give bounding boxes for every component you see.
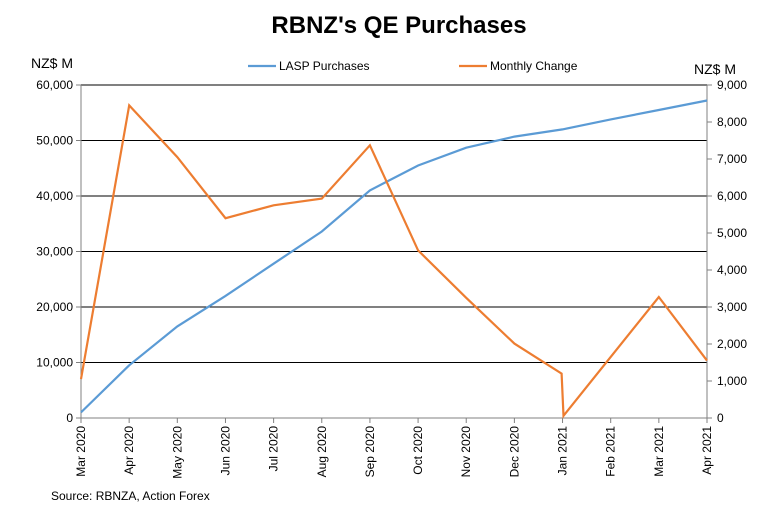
x-tick-label: Feb 2021 — [604, 426, 618, 477]
x-tick-label: Apr 2020 — [122, 426, 136, 475]
right-tick-label: 3,000 — [717, 300, 747, 314]
gridlines — [81, 84, 707, 363]
right-tick-label: 8,000 — [717, 115, 747, 129]
x-tick-label: Oct 2020 — [411, 426, 425, 475]
series-layer — [79, 99, 708, 419]
right-tick-label: 9,000 — [717, 78, 747, 92]
left-tick-label: 60,000 — [36, 78, 73, 92]
legend: LASP Purchases Monthly Change — [248, 59, 578, 73]
left-tick-label: 40,000 — [36, 189, 73, 203]
right-tick-label: 2,000 — [717, 337, 747, 351]
x-tick-label: Mar 2021 — [652, 426, 666, 477]
x-tick-label: Jan 2021 — [556, 426, 570, 476]
left-tick-label: 50,000 — [36, 134, 73, 148]
right-tick-label: 0 — [717, 411, 724, 425]
left-axis-tick-labels: 0 10,000 20,000 30,000 40,000 50,000 60,000 — [36, 78, 81, 425]
left-tick-label: 0 — [66, 411, 73, 425]
right-tick-label: 6,000 — [717, 189, 747, 203]
right-tick-label: 7,000 — [717, 152, 747, 166]
right-tick-label: 4,000 — [717, 263, 747, 277]
left-axis-unit-label: NZ$ M — [31, 55, 73, 71]
x-tick-label: Sep 2020 — [363, 426, 377, 478]
series-line-lasp-purchases — [80, 99, 708, 414]
right-tick-label: 1,000 — [717, 374, 747, 388]
left-tick-label: 30,000 — [36, 245, 73, 259]
x-tick-label: Aug 2020 — [315, 426, 329, 478]
left-tick-label: 20,000 — [36, 300, 73, 314]
x-tick-label: Jul 2020 — [267, 426, 281, 472]
x-tick-label: Nov 2020 — [459, 426, 473, 478]
right-axis-unit-label: NZ$ M — [694, 61, 736, 77]
x-tick-label: Mar 2020 — [74, 426, 88, 477]
right-axis-tick-labels: 0 1,000 2,000 3,000 4,000 5,000 6,000 7,000 8,00… — [707, 78, 747, 425]
source-note: Source: RBNZA, Action Forex — [51, 489, 210, 503]
x-tick-label: May 2020 — [170, 426, 184, 479]
legend-label: Monthly Change — [490, 59, 578, 73]
left-tick-label: 10,000 — [36, 356, 73, 370]
x-tick-label: Dec 2020 — [507, 426, 521, 478]
legend-label: LASP Purchases — [279, 59, 370, 73]
chart-title: RBNZ's QE Purchases — [271, 12, 526, 39]
right-tick-label: 5,000 — [717, 226, 747, 240]
series-line-monthly-change — [79, 103, 708, 419]
x-axis-tick-labels: Mar 2020 Apr 2020 May 2020 Jun 2020 Jul 2020… — [74, 418, 714, 479]
x-tick-label: Jun 2020 — [218, 426, 232, 476]
x-tick-label: Apr 2021 — [700, 426, 714, 475]
